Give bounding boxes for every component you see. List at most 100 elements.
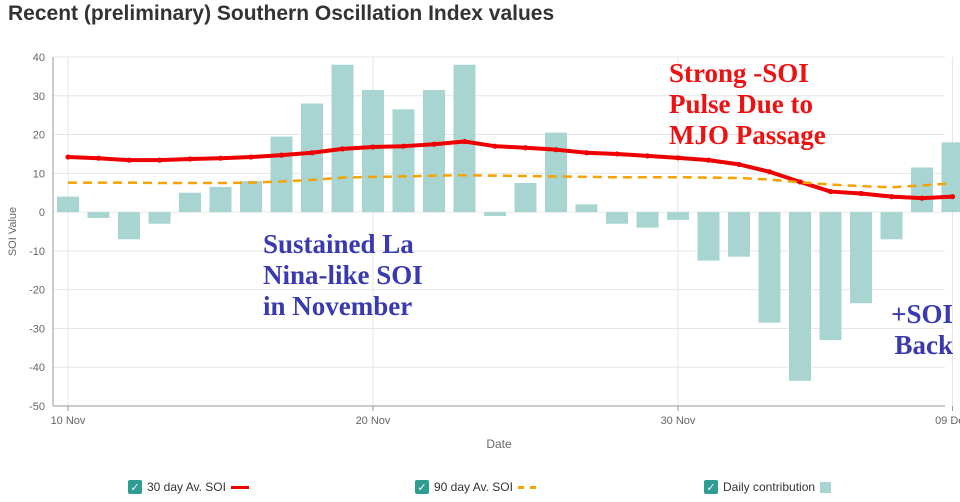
daily-bar[interactable] bbox=[423, 89, 445, 213]
daily-bar[interactable] bbox=[850, 212, 872, 304]
legend: ✓ 30 day Av. SOI ✓ 90 day Av. SOI ✓ Dail… bbox=[0, 480, 960, 502]
point-30-day[interactable] bbox=[187, 156, 193, 162]
y-tick-label: 30 bbox=[33, 91, 45, 103]
daily-bar[interactable] bbox=[728, 212, 750, 257]
daily-bar[interactable] bbox=[636, 212, 659, 228]
annotation-text: Sustained La bbox=[263, 229, 414, 259]
x-tick-label: 10 Nov bbox=[51, 415, 86, 427]
x-axis-label: Date bbox=[486, 437, 512, 451]
point-30-day[interactable] bbox=[217, 155, 224, 161]
daily-bar[interactable] bbox=[789, 212, 811, 381]
point-30-day[interactable] bbox=[888, 194, 895, 200]
y-tick-label: -20 bbox=[29, 285, 45, 297]
point-30-day[interactable] bbox=[370, 144, 376, 150]
point-30-day[interactable] bbox=[736, 161, 742, 168]
daily-bar[interactable] bbox=[667, 212, 689, 220]
point-30-day[interactable] bbox=[156, 157, 163, 163]
annotation-text: Pulse Due to bbox=[669, 89, 813, 119]
daily-bar[interactable] bbox=[697, 212, 720, 261]
y-tick-label: 10 bbox=[33, 168, 45, 180]
point-30-day[interactable] bbox=[614, 151, 620, 157]
daily-bar[interactable] bbox=[545, 132, 567, 213]
y-axis-label: SOI Value bbox=[7, 207, 19, 256]
daily-bar[interactable] bbox=[911, 167, 933, 213]
daily-bar[interactable] bbox=[575, 204, 598, 213]
point-30-day[interactable] bbox=[919, 195, 925, 201]
line-90-day[interactable] bbox=[68, 174, 953, 189]
annotation-text: Back bbox=[894, 330, 953, 360]
point-30-day[interactable] bbox=[644, 153, 651, 159]
point-30-day[interactable] bbox=[553, 147, 559, 153]
annotation-text: MJO Passage bbox=[669, 120, 826, 150]
y-tick-label: -30 bbox=[29, 323, 45, 335]
legend-item-30-day[interactable]: ✓ 30 day Av. SOI bbox=[128, 480, 249, 494]
point-30-day[interactable] bbox=[248, 154, 254, 160]
checkbox-checked-icon[interactable]: ✓ bbox=[704, 480, 718, 494]
daily-bar[interactable] bbox=[301, 103, 323, 213]
daily-bar[interactable] bbox=[819, 212, 842, 341]
daily-bar[interactable] bbox=[362, 89, 384, 213]
daily-bar[interactable] bbox=[453, 64, 476, 213]
annotation-text: +SOI bbox=[891, 299, 953, 329]
point-30-day[interactable] bbox=[858, 190, 864, 197]
y-tick-label: -10 bbox=[29, 246, 45, 258]
teal-box-swatch-icon bbox=[820, 481, 832, 493]
y-tick-label: -40 bbox=[29, 362, 45, 374]
daily-bar[interactable] bbox=[270, 136, 293, 213]
y-tick-label: 0 bbox=[39, 207, 45, 219]
legend-label-daily: Daily contribution bbox=[723, 480, 816, 494]
daily-bar[interactable] bbox=[941, 142, 960, 213]
point-30-day[interactable] bbox=[705, 157, 712, 163]
daily-bar[interactable] bbox=[331, 64, 354, 213]
point-30-day[interactable] bbox=[949, 194, 956, 200]
x-tick-label: 20 Nov bbox=[356, 415, 391, 427]
legend-item-daily[interactable]: ✓ Daily contribution bbox=[704, 480, 832, 494]
legend-label-90-day: 90 day Av. SOI bbox=[434, 480, 513, 494]
x-tick-label: 30 Nov bbox=[661, 415, 696, 427]
point-30-day[interactable] bbox=[492, 143, 498, 149]
soi-chart: -50 -40 -30 -20 -10 0 10 20 30 40 10 Nov 20 Nov 30 N… bbox=[7, 52, 960, 451]
point-30-day[interactable] bbox=[309, 150, 315, 156]
daily-bar[interactable] bbox=[484, 212, 506, 216]
legend-label-30-day: 30 day Av. SOI bbox=[147, 480, 226, 494]
chart-title: Recent (preliminary) Southern Oscillatio… bbox=[8, 2, 555, 25]
daily-bar[interactable] bbox=[392, 109, 415, 213]
point-30-day[interactable] bbox=[583, 150, 590, 156]
daily-bar[interactable] bbox=[57, 196, 79, 213]
point-30-day[interactable] bbox=[278, 152, 285, 158]
point-30-day[interactable] bbox=[766, 169, 773, 175]
orange-dash-swatch-icon bbox=[517, 485, 536, 489]
point-30-day[interactable] bbox=[431, 141, 437, 147]
annotation-text: Strong -SOI bbox=[669, 58, 809, 88]
point-30-day[interactable] bbox=[522, 145, 529, 151]
annotation-text: in November bbox=[263, 291, 412, 321]
daily-bar[interactable] bbox=[118, 212, 140, 240]
point-30-day[interactable] bbox=[126, 157, 132, 163]
point-30-day[interactable] bbox=[400, 143, 407, 149]
legend-item-90-day[interactable]: ✓ 90 day Av. SOI bbox=[415, 480, 536, 494]
daily-bar[interactable] bbox=[148, 212, 171, 224]
daily-bar[interactable] bbox=[758, 212, 781, 323]
annotation-text: Nina-like SOI bbox=[263, 260, 423, 290]
point-30-day[interactable] bbox=[95, 155, 102, 161]
y-tick-label: 20 bbox=[33, 130, 45, 142]
point-30-day[interactable] bbox=[65, 154, 71, 160]
daily-bar[interactable] bbox=[240, 181, 262, 213]
red-line-swatch-icon bbox=[230, 485, 249, 489]
point-30-day[interactable] bbox=[339, 146, 346, 152]
daily-bar[interactable] bbox=[514, 183, 537, 213]
daily-bar[interactable] bbox=[87, 212, 110, 218]
point-30-day[interactable] bbox=[675, 155, 681, 161]
checkbox-checked-icon[interactable]: ✓ bbox=[128, 480, 142, 494]
y-tick-label: -50 bbox=[29, 401, 45, 413]
point-30-day[interactable] bbox=[797, 179, 803, 185]
checkbox-checked-icon[interactable]: ✓ bbox=[415, 480, 429, 494]
y-tick-label: 40 bbox=[33, 52, 45, 64]
point-30-day[interactable] bbox=[461, 138, 468, 145]
line-30-day[interactable] bbox=[67, 139, 953, 201]
daily-bar[interactable] bbox=[209, 186, 232, 213]
daily-bar[interactable] bbox=[606, 212, 628, 224]
daily-bar[interactable] bbox=[179, 192, 201, 213]
point-30-day[interactable] bbox=[827, 188, 834, 195]
daily-bar[interactable] bbox=[880, 212, 903, 240]
